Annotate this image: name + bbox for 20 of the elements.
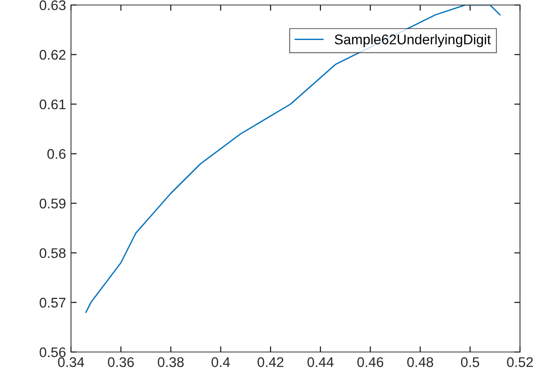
x-tick-label: 0.34 [58,357,84,368]
x-tick-label: 0.4 [212,357,230,368]
x-tick-label: 0.5 [461,357,480,368]
x-tick-label: 0.44 [307,357,334,368]
y-tick-label: 0.63 [40,0,66,10]
y-tick-label: 0.61 [40,99,66,110]
y-tick-label: 0.56 [40,347,66,358]
y-tick-label: 0.57 [40,298,66,308]
x-tick-label: 0.46 [357,357,384,368]
x-tick-label: 0.52 [507,357,533,368]
y-tick-label: 0.62 [40,50,66,60]
y-tick-label: 0.59 [40,198,66,208]
y-tick-label: 0.6 [47,149,66,159]
x-tick-label: 0.48 [407,357,434,368]
x-tick-label: 0.42 [258,357,284,368]
y-tick-label: 0.58 [40,248,66,258]
x-tick-label: 0.36 [108,357,134,368]
legend-label: Sample62UnderlyingDigit [334,34,491,48]
x-tick-label: 0.38 [158,357,184,368]
line-series [85,5,501,313]
